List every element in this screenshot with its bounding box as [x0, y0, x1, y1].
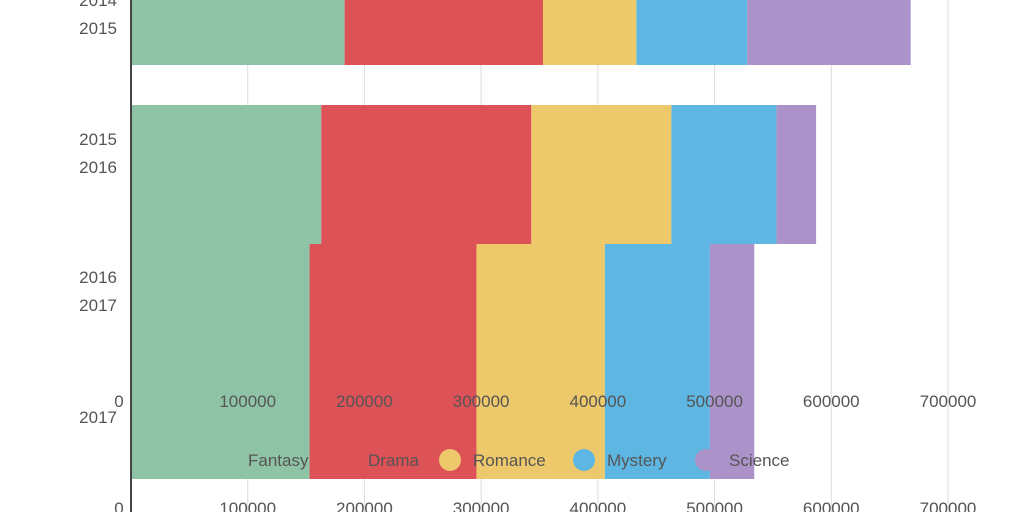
- x-tick-400000-1: 400000: [569, 499, 626, 512]
- x-tick-500000-1: 500000: [686, 499, 743, 512]
- legend-label-science: Science: [729, 451, 789, 470]
- bar-drama-0: [344, 0, 544, 65]
- bar-layer: [131, 0, 911, 479]
- x-tick-0-1: 0: [114, 499, 123, 512]
- legend-swatch-science: [695, 449, 717, 471]
- legend-label-fantasy: Fantasy: [248, 451, 309, 470]
- legend-label-drama: Drama: [368, 451, 420, 470]
- legend-swatch-mystery: [573, 449, 595, 471]
- legend-swatch-romance: [439, 449, 461, 471]
- bar-fantasy-0: [131, 0, 345, 65]
- category-label-2-1: 2017: [79, 296, 117, 315]
- x-tick-600000-1: 600000: [803, 499, 860, 512]
- category-label-1-1: 2016: [79, 158, 117, 177]
- bar-drama-2: [309, 244, 477, 479]
- bar-mystery-2: [604, 244, 710, 479]
- x-tick-200000-0: 200000: [336, 392, 393, 411]
- category-label-0-0: 2014: [79, 0, 117, 10]
- x-tick-500000-0: 500000: [686, 392, 743, 411]
- bar-science-1: [776, 105, 817, 244]
- bar-romance-0: [543, 0, 637, 65]
- x-tick-labels: 0 100000 200000 300000 400000 500000 600000 700…: [114, 392, 976, 512]
- bar-mystery-1: [671, 105, 777, 244]
- x-tick-300000-0: 300000: [453, 392, 510, 411]
- category-label-1-0: 2015: [79, 130, 117, 149]
- x-tick-100000-0: 100000: [219, 392, 276, 411]
- bar-science-0: [747, 0, 911, 65]
- x-tick-100000-1: 100000: [219, 499, 276, 512]
- legend-swatch-fantasy: [214, 449, 236, 471]
- category-label-3-0: 2017: [79, 408, 117, 427]
- legend-label-romance: Romance: [473, 451, 546, 470]
- bar-science-2: [709, 244, 755, 479]
- x-tick-0-0: 0: [114, 392, 123, 411]
- legend-swatch-drama: [334, 449, 356, 471]
- bar-fantasy-1: [131, 105, 322, 244]
- bar-mystery-0: [636, 0, 748, 65]
- x-tick-300000-1: 300000: [453, 499, 510, 512]
- legend: Fantasy Drama Romance Mystery Science: [214, 449, 789, 471]
- bar-fantasy-2: [131, 244, 310, 479]
- bar-drama-1: [321, 105, 532, 244]
- bar-romance-1: [531, 105, 672, 244]
- x-tick-400000-0: 400000: [569, 392, 626, 411]
- category-label-0-1: 2015: [79, 19, 117, 38]
- bar-romance-2: [476, 244, 605, 479]
- x-tick-700000-0: 700000: [920, 392, 977, 411]
- x-tick-600000-0: 600000: [803, 392, 860, 411]
- legend-label-mystery: Mystery: [607, 451, 667, 470]
- category-label-2-0: 2016: [79, 268, 117, 287]
- x-tick-200000-1: 200000: [336, 499, 393, 512]
- x-tick-700000-1: 700000: [920, 499, 977, 512]
- category-labels: 2014 2015 2015 2016 2016 2017 2017: [79, 0, 117, 427]
